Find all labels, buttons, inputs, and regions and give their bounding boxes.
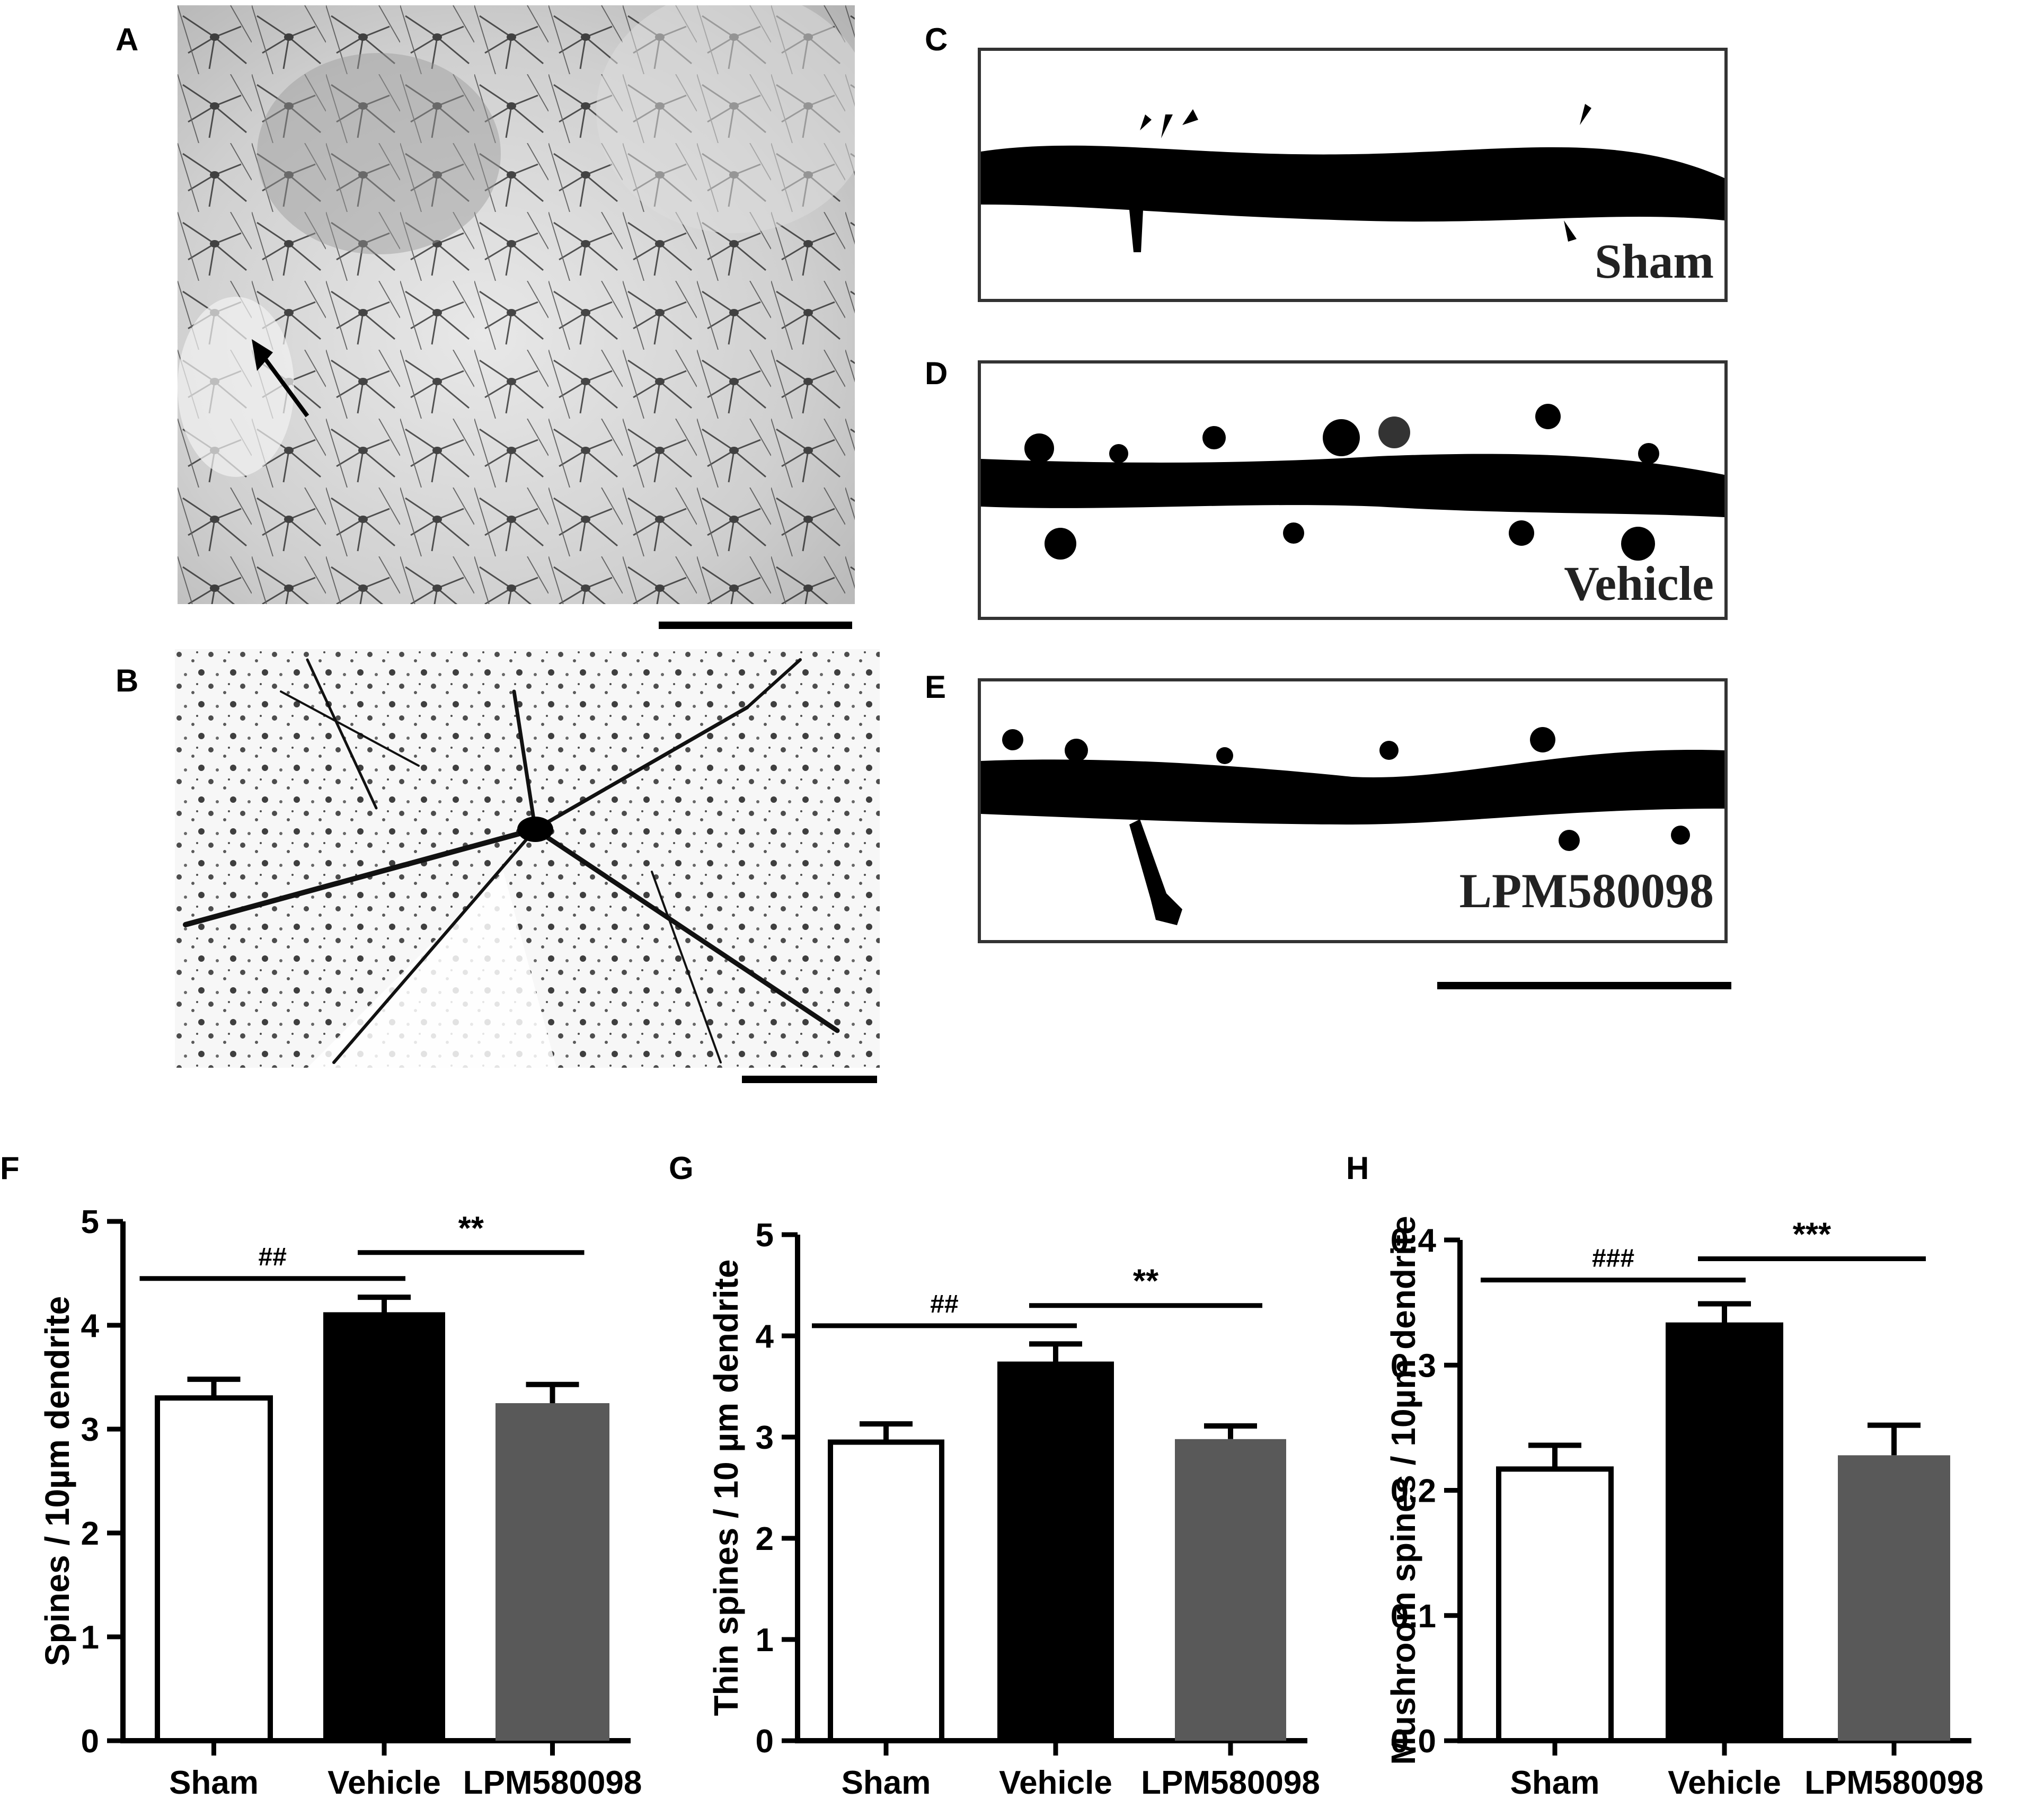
panel-letter-g: G xyxy=(669,1150,694,1186)
y-tick-label: 4 xyxy=(81,1308,100,1344)
bar-lpm580098 xyxy=(495,1403,609,1741)
significance-label: ## xyxy=(259,1243,287,1271)
bar-vehicle xyxy=(323,1312,445,1743)
significance-label: *** xyxy=(1793,1216,1831,1253)
x-tick-label: Sham xyxy=(1510,1765,1600,1801)
y-tick-label: 0.3 xyxy=(1391,1348,1436,1384)
bar-vehicle xyxy=(1666,1322,1783,1743)
dendrite-panel-sham: Sham xyxy=(978,48,1728,302)
x-tick-label: Vehicle xyxy=(999,1765,1112,1801)
y-tick-label: 0.1 xyxy=(1391,1598,1436,1635)
x-tick-label: LPM580098 xyxy=(1141,1765,1320,1801)
y-axis-label: Mushroom spines / 10µm dendrite xyxy=(1384,1216,1422,1765)
scale-bar-b xyxy=(742,1076,877,1083)
dendrite-label-lpm580098: LPM580098 xyxy=(1459,864,1714,918)
bar-chart-total-spines: 0 1 2 3 4 5 Spines / 10µm dendrite Sham Vehicle L… xyxy=(38,1204,642,1801)
x-tick-label: Vehicle xyxy=(1668,1765,1781,1801)
significance-label: ** xyxy=(458,1210,484,1247)
bar-chart-thin-spines: 0 1 2 3 4 5 Thin spines / 10 µm dendrite Sham Ve… xyxy=(707,1217,1320,1801)
panel-letter-e: E xyxy=(925,669,946,705)
y-tick-label: 1 xyxy=(81,1619,99,1656)
panel-letter-d: D xyxy=(925,356,948,391)
dendrite-label-sham: Sham xyxy=(1595,234,1714,288)
y-tick-label: 0.4 xyxy=(1391,1222,1437,1259)
significance-label: ## xyxy=(930,1290,958,1318)
bar-vehicle xyxy=(997,1361,1114,1744)
y-tick-label: 2 xyxy=(81,1515,99,1552)
panel-letter-c: C xyxy=(925,22,948,57)
micrograph-a xyxy=(178,5,855,604)
y-tick-label: 5 xyxy=(81,1204,99,1240)
significance-label: ### xyxy=(1592,1245,1634,1273)
x-tick-label: Sham xyxy=(842,1765,931,1801)
y-tick-label: 0.2 xyxy=(1391,1473,1436,1510)
y-axis-label: Spines / 10µm dendrite xyxy=(38,1296,76,1666)
y-tick-label: 0 xyxy=(81,1723,99,1760)
bar-lpm580098 xyxy=(1175,1439,1286,1741)
y-tick-label: 5 xyxy=(756,1217,774,1254)
scale-bar-a xyxy=(659,622,852,629)
micrograph-b xyxy=(175,649,880,1068)
y-tick-label: 2 xyxy=(756,1521,774,1557)
y-axis-label: Thin spines / 10 µm dendrite xyxy=(707,1260,745,1716)
dendrite-label-vehicle: Vehicle xyxy=(1564,556,1714,610)
dendrite-panel-vehicle: Vehicle xyxy=(978,360,1728,620)
y-tick-label: 0.0 xyxy=(1391,1723,1436,1760)
x-tick-label: Sham xyxy=(169,1765,259,1801)
x-tick-label: Vehicle xyxy=(328,1765,441,1801)
bar-sham xyxy=(155,1395,273,1743)
scale-bar-dendrites xyxy=(1437,982,1731,989)
y-tick-label: 3 xyxy=(81,1412,99,1448)
y-tick-label: 4 xyxy=(756,1318,774,1355)
x-tick-label: LPM580098 xyxy=(1804,1765,1984,1801)
bar-sham xyxy=(1496,1466,1614,1743)
significance-label: ** xyxy=(1133,1263,1159,1300)
bar-lpm580098 xyxy=(1838,1455,1950,1741)
x-tick-label: LPM580098 xyxy=(463,1765,642,1801)
panel-letter-b: B xyxy=(116,663,139,698)
panel-letter-h: H xyxy=(1346,1150,1369,1186)
y-tick-label: 3 xyxy=(756,1420,774,1456)
bar-sham xyxy=(828,1439,944,1743)
panel-letter-a: A xyxy=(116,22,139,57)
panel-letter-f: F xyxy=(0,1150,20,1186)
dendrite-panel-lpm580098: LPM580098 xyxy=(978,678,1728,943)
y-tick-label: 0 xyxy=(756,1723,774,1760)
y-tick-label: 1 xyxy=(756,1622,774,1659)
